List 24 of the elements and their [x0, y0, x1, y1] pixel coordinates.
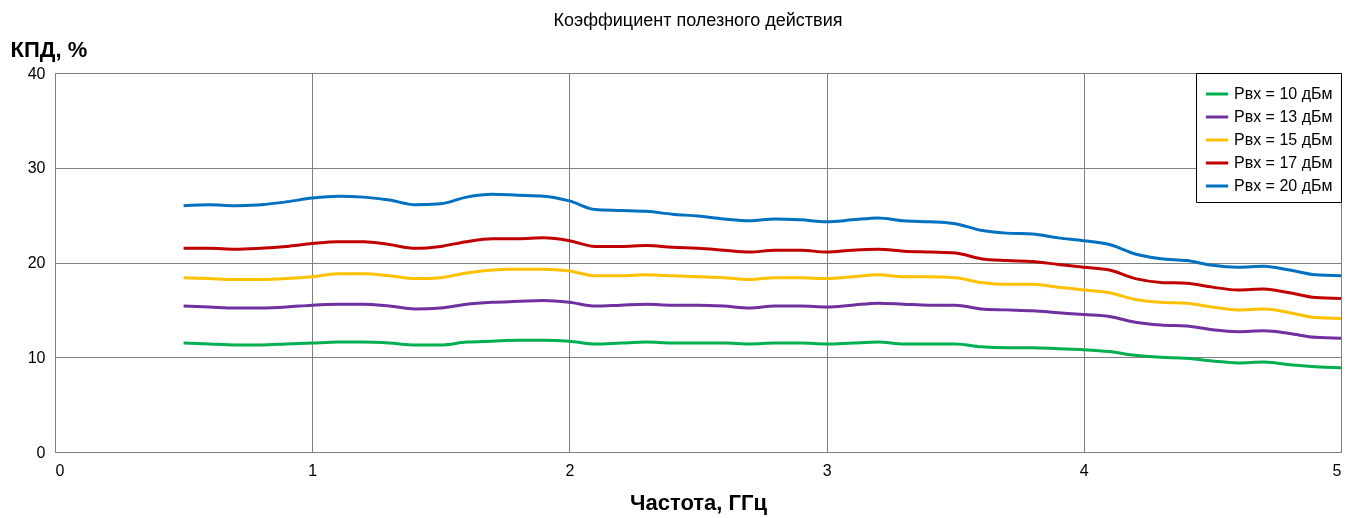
x-tick-label: 4	[1079, 461, 1089, 479]
line-series	[182, 267, 1343, 320]
x-tick-label: 1	[308, 461, 318, 479]
y-tick-label: 10	[27, 348, 46, 366]
legend-label: Pвх = 13 дБм	[1234, 108, 1333, 125]
y-tick-label: 0	[36, 443, 46, 461]
line-series	[182, 236, 1343, 301]
x-tick-label: 5	[1332, 461, 1342, 479]
y-tick-label: 40	[27, 64, 46, 82]
line-series	[182, 298, 1343, 340]
x-tick-label: 3	[822, 461, 832, 479]
y-tick-label: 20	[27, 254, 46, 271]
y-axis-title: КПД, %	[10, 36, 88, 62]
line-series	[182, 338, 1343, 370]
legend-label: Pвх = 10 дБм	[1234, 85, 1333, 102]
legend-label: Pвх = 15 дБм	[1234, 131, 1333, 148]
y-tick-label: 30	[27, 159, 46, 177]
chart-title: Коэффициент полезного действия	[553, 10, 843, 30]
x-tick-label: 0	[55, 461, 65, 479]
legend-label: Pвх = 20 дБм	[1234, 177, 1333, 194]
x-tick-label: 2	[565, 461, 575, 479]
line-series	[182, 192, 1343, 278]
legend-label: Pвх = 17 дБм	[1234, 154, 1333, 171]
x-axis-title: Частота, ГГц	[629, 489, 768, 515]
